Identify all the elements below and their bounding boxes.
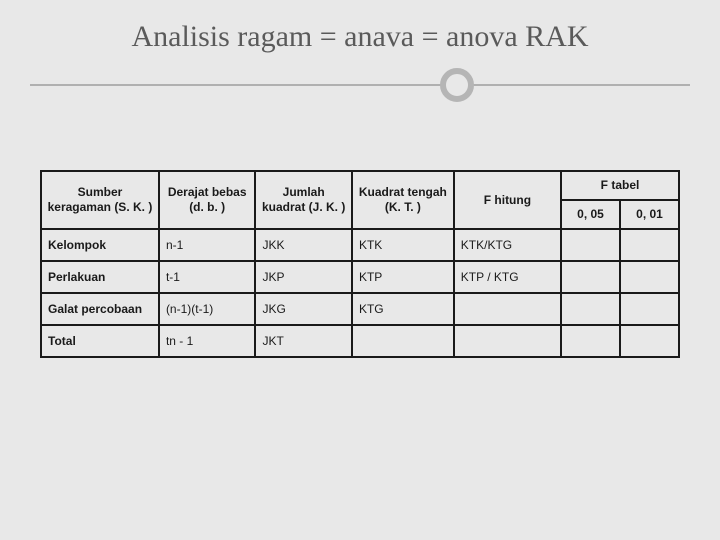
cell-sk: Total bbox=[41, 325, 159, 357]
cell-db: tn - 1 bbox=[159, 325, 256, 357]
cell-ft05 bbox=[561, 229, 620, 261]
th-jumlah-kuadrat: Jumlah kuadrat (J. K. ) bbox=[255, 171, 352, 229]
cell-jk: JKT bbox=[255, 325, 352, 357]
cell-ft01 bbox=[620, 261, 679, 293]
cell-ft01 bbox=[620, 229, 679, 261]
cell-fh: KTK/KTG bbox=[454, 229, 561, 261]
cell-ft01 bbox=[620, 325, 679, 357]
cell-sk: Perlakuan bbox=[41, 261, 159, 293]
th-derajat-bebas: Derajat bebas (d. b. ) bbox=[159, 171, 256, 229]
cell-sk: Kelompok bbox=[41, 229, 159, 261]
cell-jk: JKP bbox=[255, 261, 352, 293]
cell-sk: Galat percobaan bbox=[41, 293, 159, 325]
cell-fh: KTP / KTG bbox=[454, 261, 561, 293]
title-underline bbox=[30, 84, 690, 86]
th-f-tabel-001: 0, 01 bbox=[620, 200, 679, 229]
th-f-hitung: F hitung bbox=[454, 171, 561, 229]
cell-ft05 bbox=[561, 325, 620, 357]
cell-db: n-1 bbox=[159, 229, 256, 261]
page-title: Analisis ragam = anava = anova RAK bbox=[0, 20, 720, 54]
th-sumber-keragaman: Sumber keragaman (S. K. ) bbox=[41, 171, 159, 229]
circle-decoration-icon bbox=[440, 68, 474, 102]
table-row: Total tn - 1 JKT bbox=[41, 325, 679, 357]
cell-ft05 bbox=[561, 261, 620, 293]
table-row: Galat percobaan (n-1)(t-1) JKG KTG bbox=[41, 293, 679, 325]
th-f-tabel: F tabel bbox=[561, 171, 679, 200]
table-header-row-1: Sumber keragaman (S. K. ) Derajat bebas … bbox=[41, 171, 679, 200]
cell-fh bbox=[454, 325, 561, 357]
cell-fh bbox=[454, 293, 561, 325]
th-kuadrat-tengah: Kuadrat tengah (K. T. ) bbox=[352, 171, 454, 229]
cell-ft05 bbox=[561, 293, 620, 325]
cell-db: t-1 bbox=[159, 261, 256, 293]
cell-kt: KTK bbox=[352, 229, 454, 261]
cell-jk: JKK bbox=[255, 229, 352, 261]
cell-jk: JKG bbox=[255, 293, 352, 325]
cell-kt bbox=[352, 325, 454, 357]
cell-kt: KTP bbox=[352, 261, 454, 293]
anova-table-container: Sumber keragaman (S. K. ) Derajat bebas … bbox=[40, 170, 680, 358]
slide: Analisis ragam = anava = anova RAK Sumbe… bbox=[0, 0, 720, 540]
table-row: Perlakuan t-1 JKP KTP KTP / KTG bbox=[41, 261, 679, 293]
cell-db: (n-1)(t-1) bbox=[159, 293, 256, 325]
cell-kt: KTG bbox=[352, 293, 454, 325]
table-row: Kelompok n-1 JKK KTK KTK/KTG bbox=[41, 229, 679, 261]
th-f-tabel-005: 0, 05 bbox=[561, 200, 620, 229]
anova-table: Sumber keragaman (S. K. ) Derajat bebas … bbox=[40, 170, 680, 358]
cell-ft01 bbox=[620, 293, 679, 325]
